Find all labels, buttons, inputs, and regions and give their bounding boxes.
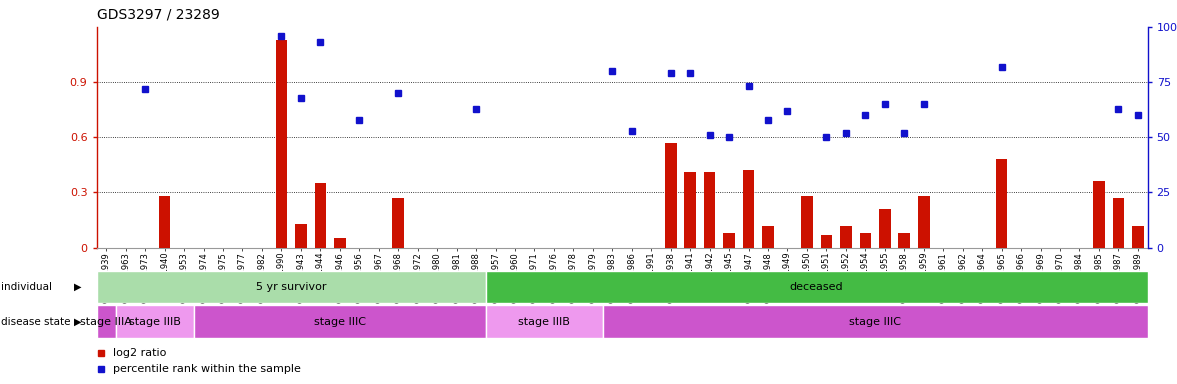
Bar — [802, 196, 813, 248]
Text: individual: individual — [1, 282, 55, 292]
Text: stage IIIC: stage IIIC — [314, 316, 366, 327]
Bar — [918, 196, 930, 248]
Bar — [159, 196, 171, 248]
Bar — [859, 233, 871, 248]
Bar — [723, 233, 734, 248]
Bar — [117, 305, 194, 338]
Text: ▶: ▶ — [74, 316, 81, 327]
Text: stage IIIB: stage IIIB — [518, 316, 570, 327]
Text: log2 ratio: log2 ratio — [113, 348, 167, 358]
Bar — [743, 170, 754, 248]
Bar — [97, 305, 117, 338]
Text: GDS3297 / 23289: GDS3297 / 23289 — [97, 8, 219, 22]
Bar — [996, 159, 1008, 248]
Bar — [194, 305, 486, 338]
Bar — [486, 305, 603, 338]
Bar — [486, 271, 1148, 303]
Bar — [97, 271, 486, 303]
Bar — [1093, 182, 1105, 248]
Bar — [840, 225, 852, 248]
Text: ▶: ▶ — [74, 282, 81, 292]
Bar — [879, 209, 891, 248]
Bar — [314, 183, 326, 248]
Bar — [820, 235, 832, 248]
Bar — [704, 172, 716, 248]
Text: stage IIIC: stage IIIC — [849, 316, 902, 327]
Bar — [1132, 225, 1144, 248]
Bar — [334, 238, 346, 248]
Bar — [665, 143, 677, 248]
Bar — [392, 198, 404, 248]
Bar — [295, 224, 307, 248]
Text: deceased: deceased — [790, 282, 844, 292]
Text: stage IIIA: stage IIIA — [80, 316, 132, 327]
Bar — [684, 172, 696, 248]
Text: disease state: disease state — [1, 316, 74, 327]
Text: 5 yr survivor: 5 yr survivor — [255, 282, 326, 292]
Text: percentile rank within the sample: percentile rank within the sample — [113, 364, 301, 374]
Text: stage IIIB: stage IIIB — [129, 316, 181, 327]
Bar — [898, 233, 910, 248]
Bar — [275, 40, 287, 248]
Bar — [763, 225, 773, 248]
Bar — [1112, 198, 1124, 248]
Bar — [603, 305, 1148, 338]
